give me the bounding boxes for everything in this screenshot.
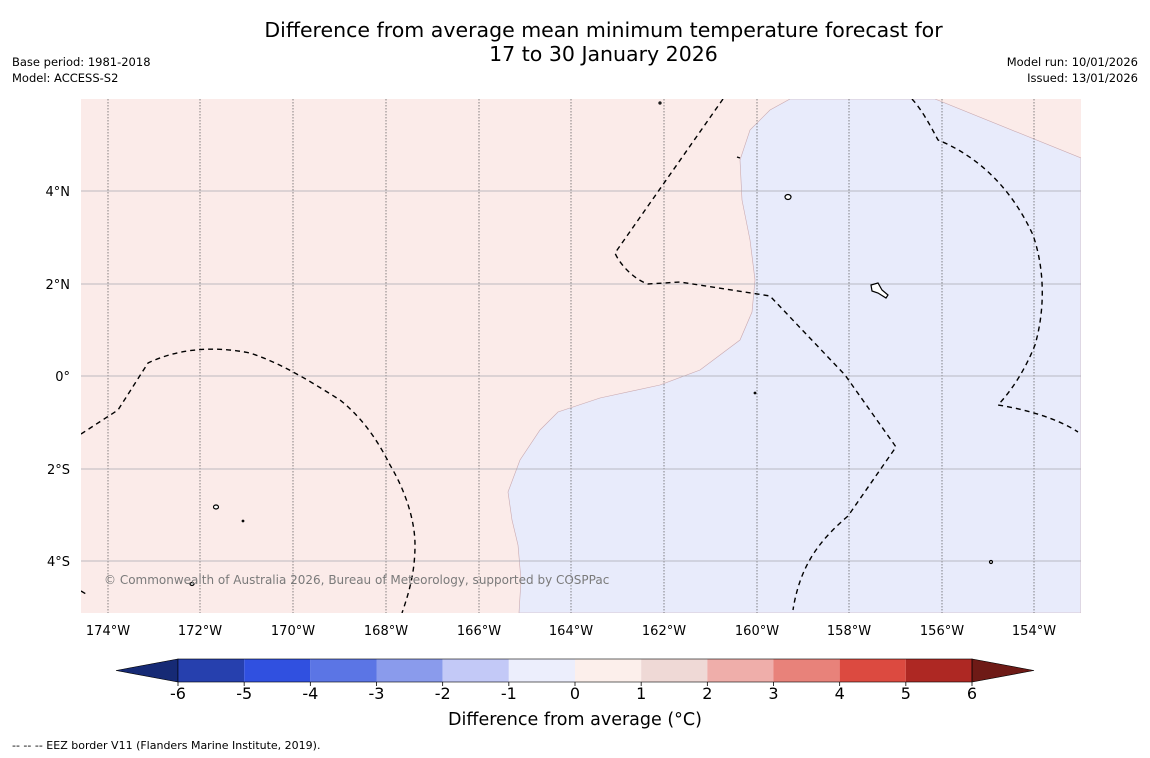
colorbar-tick-label: 1 <box>636 684 646 703</box>
latitude-label: 4°N <box>46 185 71 200</box>
latitude-label: 2°N <box>46 278 71 293</box>
colorbar-tick-label: 6 <box>967 684 977 703</box>
latitude-label: 2°S <box>47 463 70 478</box>
colorbar-swatch <box>707 659 774 682</box>
colorbar-tick-label: -6 <box>170 684 186 703</box>
longitude-label: 170°W <box>271 624 315 639</box>
island-outline <box>658 101 662 105</box>
colorbar-tick-label: -3 <box>369 684 385 703</box>
longitude-label: 174°W <box>86 624 130 639</box>
colorbar-swatch <box>905 659 972 682</box>
longitude-label: 168°W <box>364 624 408 639</box>
colorbar-tick-label: 5 <box>901 684 911 703</box>
island-outline <box>189 581 195 587</box>
longitude-label: 172°W <box>178 624 222 639</box>
colorbar-swatch <box>376 659 443 682</box>
colorbar-swatch <box>310 659 377 682</box>
colorbar-swatch <box>575 659 642 682</box>
meta-right: Model run: 10/01/2026 Issued: 13/01/2026 <box>1007 54 1138 86</box>
colorbar-swatch <box>839 659 906 682</box>
colorbar-title: Difference from average (°C) <box>448 710 702 730</box>
colorbar-tick-label: -4 <box>302 684 318 703</box>
colorbar-swatch <box>244 659 311 682</box>
longitude-label: 160°W <box>735 624 779 639</box>
model-text: Model: ACCESS-S2 <box>12 71 119 85</box>
eez-border-fragment <box>736 156 741 159</box>
colorbar: -6 -5 -4 -3 -2 -1 0 1 2 3 4 5 6 <box>115 658 1035 703</box>
longitude-label: 164°W <box>549 624 593 639</box>
title-line-2: 17 to 30 January 2026 <box>489 42 718 66</box>
colorbar-tick-label: 2 <box>702 684 712 703</box>
longitude-label: 158°W <box>827 624 871 639</box>
chart-title: Difference from average mean minimum tem… <box>0 18 1150 66</box>
eez-borders <box>81 99 1079 613</box>
colorbar-tick-label: -5 <box>236 684 252 703</box>
longitude-label: 154°W <box>1012 624 1056 639</box>
colorbar-tick-label: 3 <box>768 684 778 703</box>
copyright-text: © Commonwealth of Australia 2026, Bureau… <box>104 573 609 587</box>
island-outline <box>753 391 757 395</box>
longitude-labels: 174°W 172°W 170°W 168°W 166°W 164°W 162°… <box>86 624 1056 639</box>
colorbar-swatch <box>442 659 509 682</box>
model-run-text: Model run: 10/01/2026 <box>1006 55 1138 69</box>
issued-text: Issued: 13/01/2026 <box>1027 71 1138 85</box>
colorbar-tick-label: 0 <box>570 684 580 703</box>
islands <box>189 101 994 587</box>
island-outline <box>988 559 994 565</box>
colorbar-tick-label: 4 <box>835 684 845 703</box>
latitude-label: 4°S <box>47 555 70 570</box>
colorbar-extend-low <box>115 658 179 683</box>
longitude-label: 156°W <box>920 624 964 639</box>
footer-legend-note: -- -- -- EEZ border V11 (Flanders Marine… <box>12 739 321 752</box>
title-line-1: Difference from average mean minimum tem… <box>264 18 943 42</box>
colorbar-swatch <box>178 659 245 682</box>
colorbar-swatch <box>773 659 840 682</box>
island-outline <box>241 519 245 523</box>
colorbar-swatch <box>641 659 708 682</box>
island-outline <box>212 504 220 510</box>
meta-left: Base period: 1981-2018 Model: ACCESS-S2 <box>12 54 151 86</box>
longitude-label: 162°W <box>642 624 686 639</box>
map-panel: © Commonwealth of Australia 2026, Bureau… <box>81 99 1081 613</box>
island-outline <box>870 282 889 299</box>
eez-border-fragment <box>81 590 87 595</box>
graticule-latitude-lines <box>81 190 1081 562</box>
eez-border-east <box>911 99 1079 433</box>
latitude-label: 0° <box>55 370 70 385</box>
cool-anomaly-region <box>507 99 1081 613</box>
latitude-labels: 4°N 2°N 0° 2°S 4°S <box>46 185 71 570</box>
colorbar-extend-high <box>971 658 1035 683</box>
longitude-label: 166°W <box>457 624 501 639</box>
base-period-text: Base period: 1981-2018 <box>12 55 151 69</box>
island-outline <box>784 193 792 201</box>
colorbar-tick-label: -1 <box>501 684 517 703</box>
colorbar-tick-label: -2 <box>435 684 451 703</box>
colorbar-swatch <box>508 659 575 682</box>
